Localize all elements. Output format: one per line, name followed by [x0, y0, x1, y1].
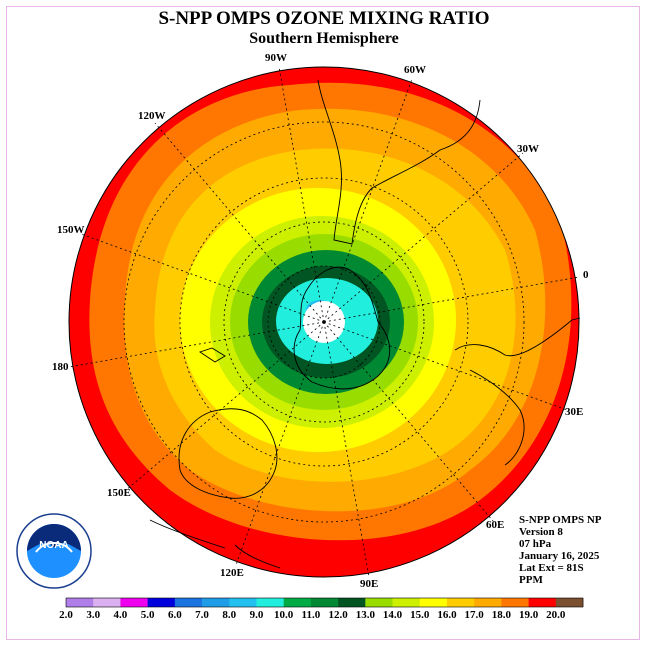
lon-label-90e: 90E [360, 578, 378, 590]
noaa-seal-sky [27, 524, 81, 551]
info-panel: S-NPP OMPS NP Version 8 07 hPa January 1… [519, 514, 602, 586]
plot-frame [6, 6, 640, 640]
lon-label-60e: 60E [486, 519, 504, 531]
lon-label-150e: 150E [107, 487, 131, 499]
graticule [68, 66, 580, 578]
lon-label-60w: 60W [404, 64, 426, 76]
lon-label-0: 0 [583, 269, 589, 281]
lon-label-180: 180 [52, 361, 69, 373]
info-product: S-NPP OMPS NP [519, 514, 602, 526]
map-boundary [68, 66, 580, 578]
map-title: S-NPP OMPS OZONE MIXING RATIO [158, 8, 490, 29]
coastlines [149, 79, 581, 569]
lon-label-90w: 90W [265, 52, 287, 64]
info-level: 07 hPa [519, 538, 552, 550]
lon-label-30e: 30E [565, 406, 583, 418]
south-america-coast [317, 79, 481, 245]
lon-label-150w: 150W [57, 224, 85, 236]
longitude-labels: 90W 60W 30W 0 30E 60E 90E 120E 150E 180 … [52, 52, 589, 590]
antarctica-coast [293, 266, 391, 390]
info-lat-ext: Lat Ext = 81S [519, 562, 584, 574]
new-zealand-coast [198, 347, 226, 363]
noaa-seal-bird [35, 542, 73, 553]
info-version: Version 8 [519, 526, 563, 538]
info-units: PPM [519, 574, 543, 586]
lon-label-30w: 30W [517, 143, 539, 155]
noaa-logo-text: NOAA [39, 540, 68, 551]
indonesia-coast [149, 519, 281, 569]
info-date: January 16, 2025 [519, 550, 600, 562]
africa-coast [454, 317, 581, 466]
noaa-logo: NOAA [16, 513, 92, 589]
ozone-contour-field [69, 67, 579, 577]
lon-label-120e: 120E [220, 567, 244, 579]
map-subtitle: Southern Hemisphere [249, 30, 399, 47]
australia-coast [178, 408, 278, 499]
lon-label-120w: 120W [138, 110, 166, 122]
